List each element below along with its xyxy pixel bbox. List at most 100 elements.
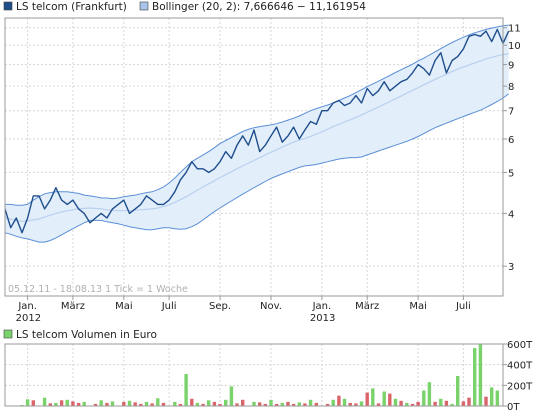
- price-panel-frame: [4, 17, 504, 297]
- price-x-tick-label: Sep.: [209, 301, 231, 312]
- volume-bar: [218, 403, 222, 406]
- price-y-tick-label: 5: [508, 168, 514, 179]
- volume-bar: [382, 391, 386, 406]
- volume-bar: [490, 387, 494, 406]
- volume-bar: [416, 401, 420, 406]
- volume-bar: [263, 403, 267, 406]
- volume-bar: [82, 401, 86, 406]
- volume-bar: [144, 401, 149, 406]
- price-y-tick-label: 7: [508, 107, 514, 118]
- price-x-tick-label: Jan.: [312, 301, 332, 312]
- volume-bar: [473, 348, 477, 406]
- volume-bar: [59, 400, 64, 406]
- volume-bar: [461, 401, 466, 406]
- bollinger-legend-swatch: [139, 1, 149, 11]
- volume-bar: [297, 402, 301, 406]
- volume-bar: [173, 401, 177, 406]
- volume-y-tick-label: 600T: [507, 340, 533, 351]
- volume-bar: [308, 399, 313, 406]
- volume-bar: [139, 403, 143, 406]
- volume-bar: [444, 400, 449, 406]
- volume-y-axis-ticks: 0T 200T 400T 600T: [503, 340, 533, 413]
- volume-bar: [42, 397, 47, 406]
- volume-bar: [224, 399, 228, 406]
- volume-legend-swatch: [3, 329, 13, 339]
- price-y-tick-label: 6: [508, 135, 514, 146]
- volume-bar: [201, 403, 205, 406]
- volume-panel: 0T 200T 400T 600T: [4, 340, 533, 413]
- volume-bar: [190, 398, 194, 406]
- volume-bar: [127, 400, 132, 406]
- price-legend-label: LS telcom (Frankfurt): [16, 1, 127, 13]
- volume-bar: [241, 399, 245, 406]
- volume-bar: [365, 392, 369, 406]
- volume-bar: [133, 402, 137, 406]
- price-panel: 05.12.11 - 18.08.13 1 Tick = 1 Woche 3 4 5…: [4, 17, 521, 324]
- price-x-tick-label: März: [355, 301, 379, 312]
- price-series-line: [4, 28, 510, 234]
- bollinger-legend-label: Bollinger (20, 2): 7,666646 − 11,161954: [152, 1, 366, 13]
- volume-bar: [291, 403, 296, 406]
- volume-bar: [314, 402, 318, 406]
- volume-legend-label: LS telcom Volumen in Euro: [16, 329, 157, 341]
- price-x-tick-label: Nov.: [260, 301, 282, 312]
- volume-bar: [48, 403, 52, 406]
- volume-bar: [150, 403, 154, 406]
- volume-bar: [342, 398, 347, 406]
- volume-bar: [258, 402, 262, 406]
- volume-bar: [331, 399, 335, 406]
- bollinger-upper-line: [5, 24, 509, 206]
- volume-bar: [252, 401, 256, 406]
- volume-bar: [410, 403, 415, 406]
- volume-bar: [484, 396, 488, 406]
- volume-bar: [235, 403, 239, 406]
- volume-bar: [286, 401, 290, 406]
- volume-bar: [156, 398, 160, 407]
- volume-y-tick-label: 0T: [507, 402, 520, 413]
- volume-bar: [105, 402, 109, 406]
- volume-bar: [422, 390, 426, 406]
- volume-bars: [20, 344, 499, 407]
- volume-bar: [122, 401, 126, 406]
- volume-bar: [467, 397, 471, 406]
- volume-bar: [450, 403, 454, 406]
- volume-bar: [93, 403, 98, 406]
- volume-bar: [65, 399, 69, 406]
- volume-bar: [405, 402, 409, 406]
- volume-bar: [433, 401, 437, 406]
- volume-bar: [178, 403, 183, 406]
- volume-bar: [388, 393, 392, 406]
- volume-bar: [371, 388, 375, 406]
- volume-bar: [354, 403, 358, 406]
- price-x-year-label: 2013: [310, 313, 335, 324]
- bollinger-middle-line: [4, 53, 509, 223]
- volume-bar: [495, 390, 499, 406]
- volume-bar: [195, 402, 200, 406]
- price-x-tick-label: Jan.: [17, 301, 37, 312]
- price-legend: LS telcom (Frankfurt) Bollinger (20, 2):…: [3, 1, 366, 13]
- volume-bar: [456, 376, 460, 406]
- volume-bar: [337, 395, 341, 406]
- volume-bar: [71, 401, 75, 406]
- volume-bar: [478, 344, 483, 406]
- volume-bar: [393, 398, 398, 406]
- volume-bar: [212, 401, 217, 406]
- price-x-tick-label: Juli: [161, 301, 177, 312]
- volume-bar: [348, 402, 352, 406]
- volume-bar: [229, 386, 234, 406]
- price-y-tick-label: 10: [508, 41, 521, 52]
- volume-bar: [359, 401, 364, 406]
- volume-bar: [439, 398, 443, 406]
- volume-bar: [25, 399, 30, 406]
- price-x-year-label: 2012: [16, 313, 41, 324]
- volume-bar: [303, 403, 307, 406]
- volume-bar: [99, 400, 103, 406]
- volume-bar: [110, 401, 115, 406]
- volume-bar: [76, 402, 81, 406]
- bollinger-band-fill: [5, 25, 509, 243]
- price-y-axis-ticks: 3 4 5 6 7 8 9 10 11: [503, 24, 521, 273]
- volume-y-tick-label: 200T: [507, 381, 533, 392]
